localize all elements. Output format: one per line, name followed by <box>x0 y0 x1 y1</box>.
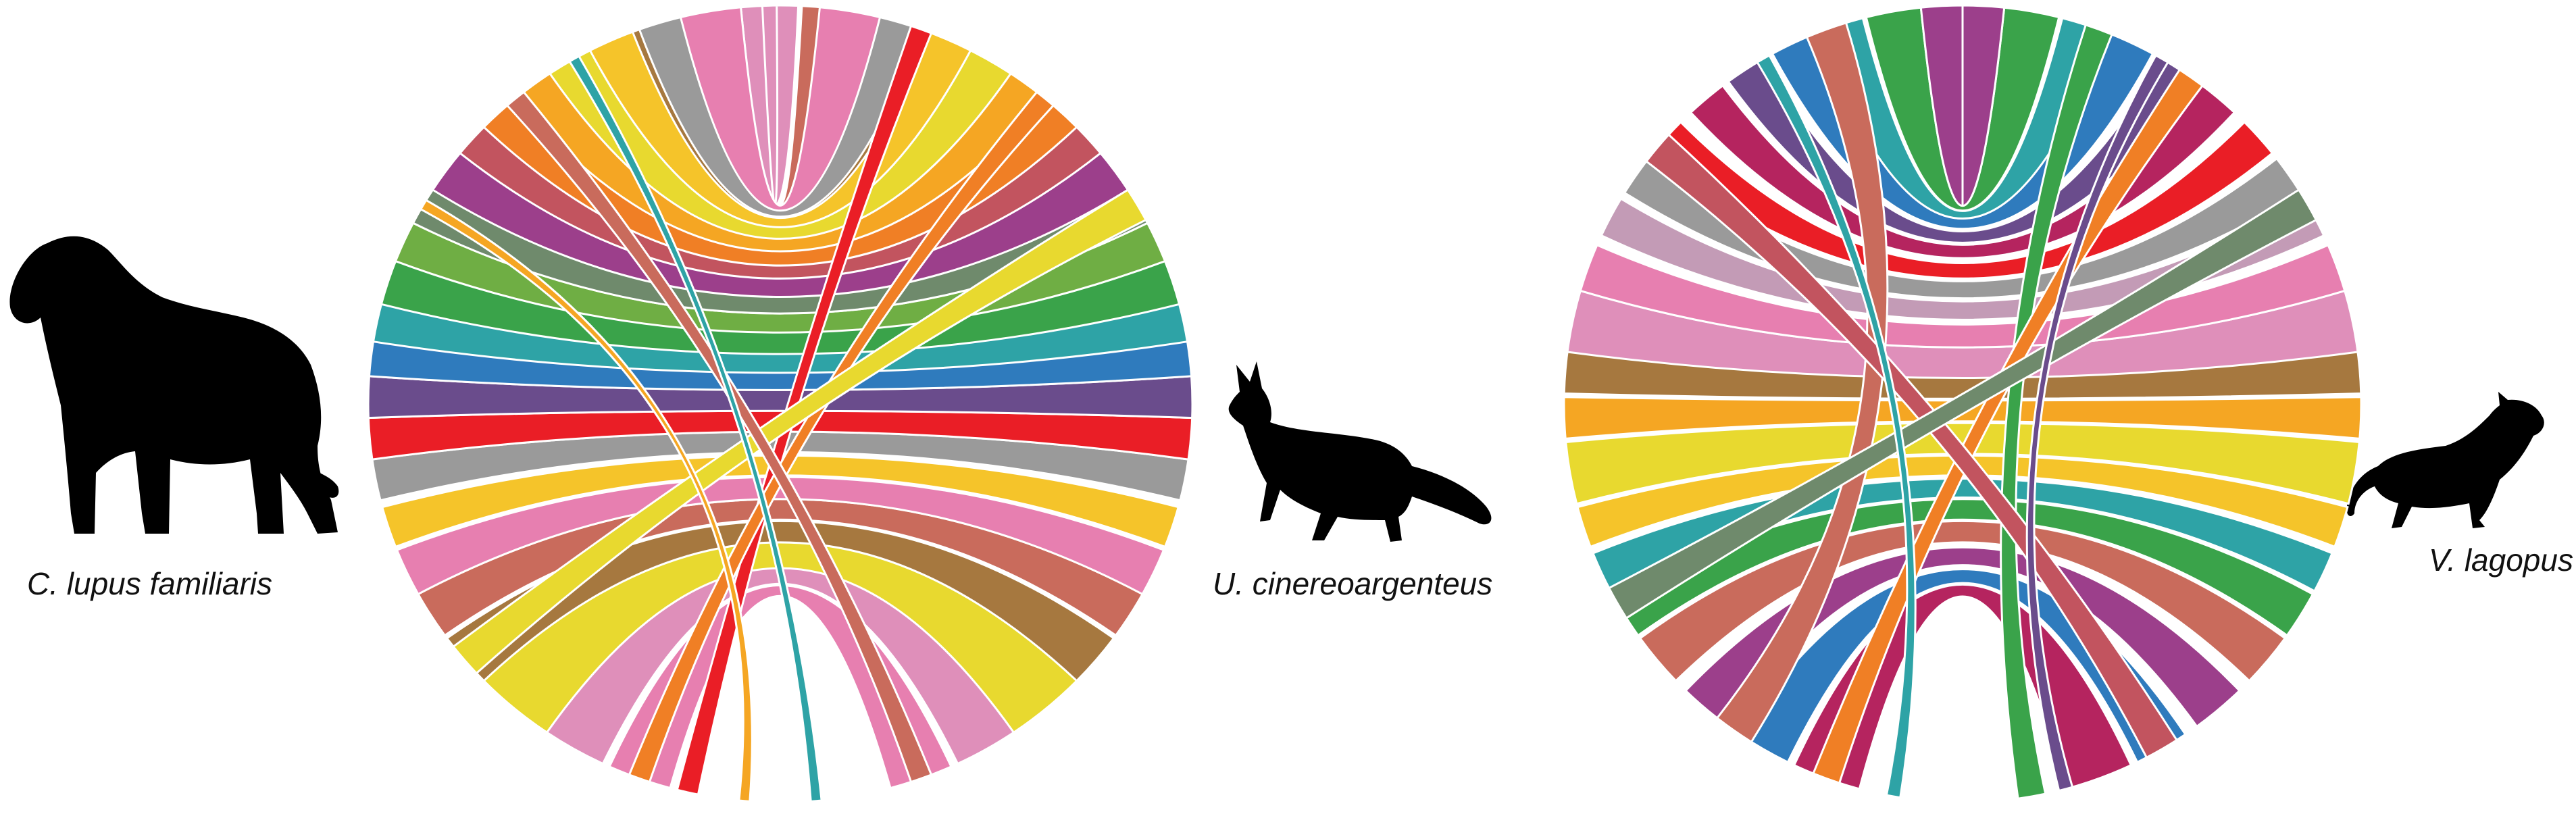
species-label-dog: C. lupus familiaris <box>27 566 272 601</box>
ribbon <box>638 16 923 218</box>
ribbon <box>1611 498 2315 637</box>
ribbon <box>451 188 1148 675</box>
ribbon <box>1715 21 1889 744</box>
fox-silhouette <box>1228 361 1492 542</box>
ribbon <box>445 519 1115 682</box>
ribbon <box>1756 53 1917 799</box>
ribbon <box>2000 23 2113 800</box>
ribbon <box>1576 454 2349 549</box>
ribbon <box>419 199 753 803</box>
species-label-gray-fox: U. cinereoargenteus <box>1213 566 1492 601</box>
ribbon <box>1812 68 2204 785</box>
species-label-arctic-fox: V. lagopus <box>2429 542 2573 578</box>
ribbon <box>1919 4 2006 207</box>
ribbon <box>1563 396 2363 440</box>
ribbon <box>1644 133 2179 759</box>
ribbon <box>1638 519 2287 682</box>
ribbon <box>2025 53 2169 792</box>
ribbon <box>1607 188 2318 620</box>
ribbon <box>380 454 1180 549</box>
ribbon <box>505 91 933 784</box>
ribbon <box>568 55 823 803</box>
arctic-fox-silhouette <box>2346 392 2544 528</box>
circos-plot-dog-vs-gray-fox <box>367 4 1194 803</box>
dog-silhouette <box>9 236 339 534</box>
ribbon <box>395 476 1165 596</box>
circos-plot-gray-fox-vs-arctic-fox <box>1563 4 2363 800</box>
ribbon <box>628 91 1055 784</box>
ribbon <box>1565 422 2360 505</box>
